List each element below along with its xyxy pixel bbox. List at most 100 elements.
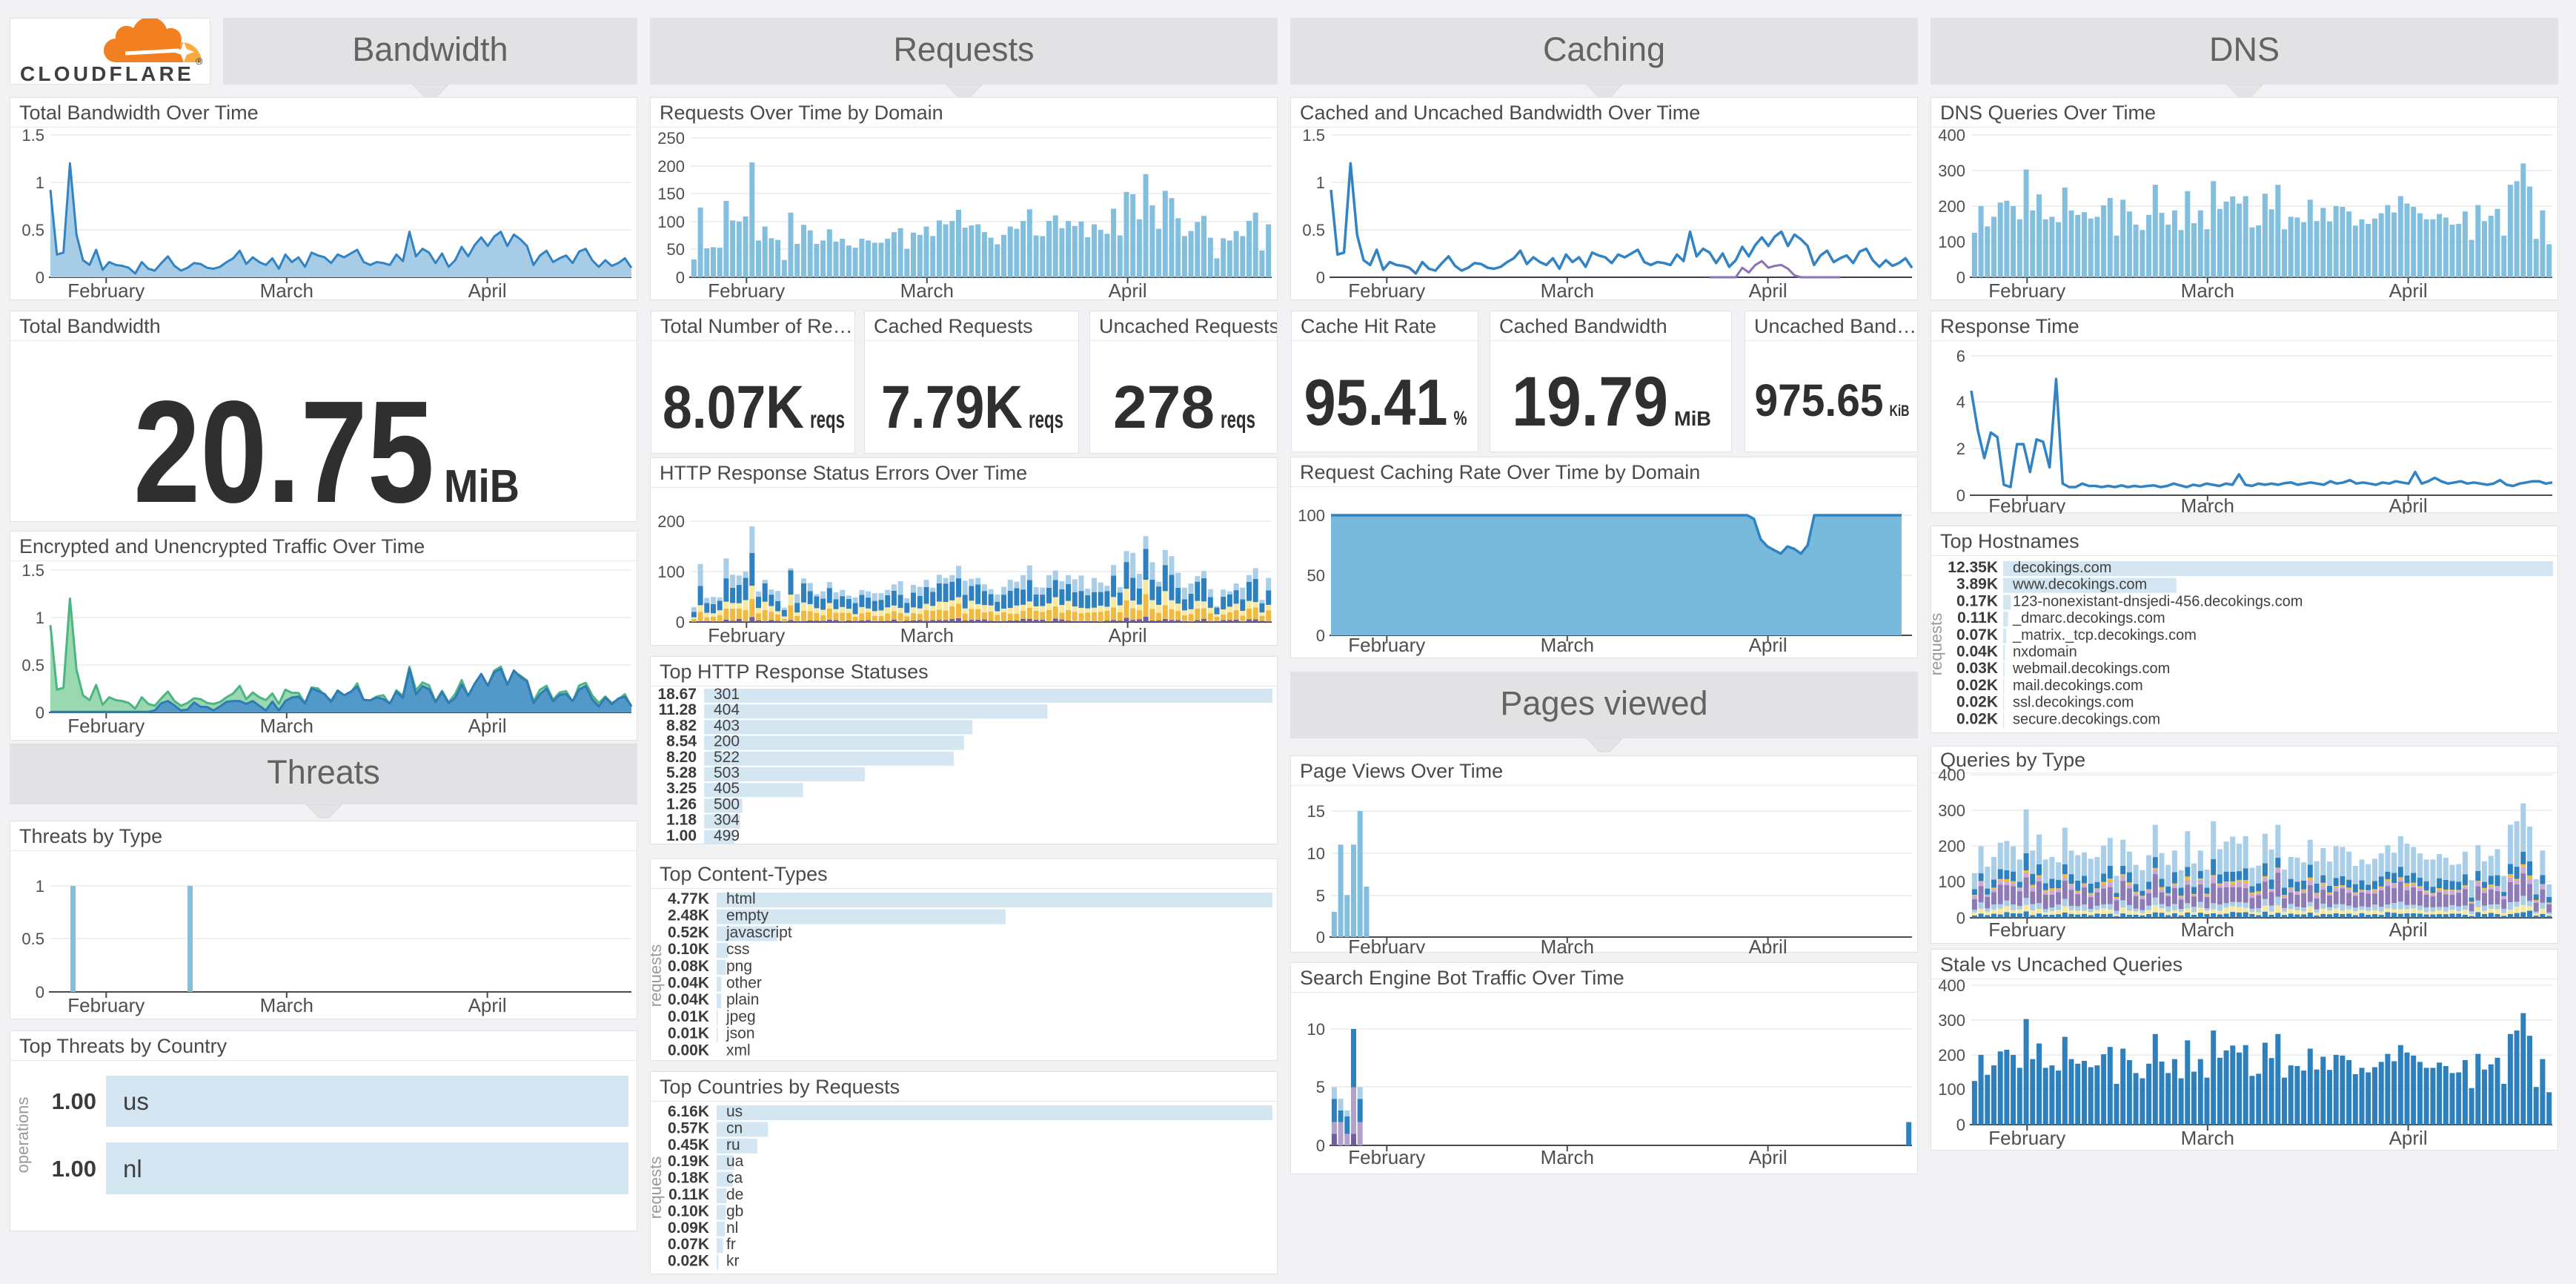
svg-text:200: 200: [657, 512, 685, 531]
svg-text:100: 100: [1938, 873, 1965, 891]
svg-text:123-nonexistant-dnsjedi-456.de: 123-nonexistant-dnsjedi-456.decokings.co…: [2013, 593, 2303, 609]
svg-text:March: March: [2181, 494, 2234, 514]
svg-text:19.79: 19.79: [1512, 363, 1668, 441]
svg-text:requests: requests: [651, 944, 665, 1007]
svg-text:February: February: [67, 715, 145, 737]
svg-text:0.09K: 0.09K: [668, 1220, 709, 1237]
svg-text:1.00: 1.00: [52, 1156, 96, 1182]
svg-text:400: 400: [1938, 766, 1965, 784]
svg-text:March: March: [260, 715, 313, 737]
svg-text:100: 100: [1298, 506, 1325, 525]
svg-text:5: 5: [1316, 1078, 1325, 1096]
svg-text:empty: empty: [726, 907, 769, 924]
svg-text:reqs: reqs: [1029, 406, 1063, 433]
svg-text:April: April: [2389, 494, 2428, 514]
svg-text:0.10K: 0.10K: [668, 941, 709, 958]
svg-text:20.75: 20.75: [133, 371, 434, 523]
svg-text:0.5: 0.5: [21, 930, 44, 948]
svg-text:100: 100: [1938, 233, 1965, 251]
svg-text:us: us: [726, 1103, 743, 1120]
svg-text:February: February: [1348, 936, 1425, 953]
svg-text:0: 0: [676, 268, 685, 287]
svg-text:8.82: 8.82: [666, 717, 697, 734]
svg-text:April: April: [1749, 634, 1787, 656]
svg-text:April: April: [1749, 279, 1787, 301]
svg-text:0: 0: [676, 613, 685, 632]
svg-text:1.5: 1.5: [1302, 128, 1325, 145]
svg-text:March: March: [900, 624, 954, 646]
svg-text:json: json: [726, 1025, 755, 1042]
svg-text:decokings.com: decokings.com: [2013, 560, 2111, 576]
svg-text:www.decokings.com: www.decokings.com: [2012, 577, 2147, 593]
svg-text:February: February: [1988, 494, 2065, 514]
svg-text:7.79K: 7.79K: [881, 374, 1023, 441]
svg-text:304: 304: [714, 812, 740, 829]
svg-text:0: 0: [36, 983, 44, 1002]
svg-text:100: 100: [657, 213, 685, 231]
svg-text:3.89K: 3.89K: [1956, 576, 1998, 593]
svg-text:operations: operations: [13, 1097, 32, 1174]
svg-text:404: 404: [714, 701, 740, 718]
svg-text:1: 1: [36, 877, 44, 896]
svg-text:100: 100: [1938, 1080, 1965, 1099]
svg-text:February: February: [67, 279, 145, 301]
svg-text:0: 0: [36, 704, 44, 722]
svg-text:0.00K: 0.00K: [668, 1042, 709, 1059]
svg-text:April: April: [2389, 279, 2428, 301]
svg-text:0.52K: 0.52K: [668, 924, 709, 941]
svg-text:1: 1: [36, 609, 44, 627]
svg-text:0.04K: 0.04K: [668, 991, 709, 1008]
svg-text:fr: fr: [726, 1236, 736, 1253]
svg-text:50: 50: [1307, 566, 1325, 585]
svg-text:us: us: [123, 1088, 149, 1115]
svg-text:0.5: 0.5: [21, 221, 44, 239]
svg-text:February: February: [1348, 279, 1425, 301]
svg-text:April: April: [1109, 624, 1147, 646]
svg-text:975.65: 975.65: [1755, 375, 1884, 426]
svg-text:100: 100: [657, 563, 685, 581]
svg-text:200: 200: [714, 733, 740, 750]
svg-text:300: 300: [1938, 1011, 1965, 1030]
svg-text:200: 200: [1938, 837, 1965, 856]
svg-text:0.04K: 0.04K: [1956, 643, 1998, 661]
svg-text:18.67: 18.67: [657, 686, 697, 703]
svg-text:2: 2: [1956, 440, 1965, 458]
svg-text:April: April: [1749, 1146, 1787, 1168]
svg-text:png: png: [726, 958, 752, 975]
svg-text:15: 15: [1307, 802, 1325, 821]
svg-text:0.07K: 0.07K: [1956, 626, 1998, 643]
svg-text:plain: plain: [726, 991, 759, 1008]
svg-text:200: 200: [1938, 1046, 1965, 1065]
svg-text:0: 0: [1956, 486, 1965, 505]
svg-text:8.20: 8.20: [666, 749, 697, 766]
svg-text:0.01K: 0.01K: [668, 1025, 709, 1042]
svg-text:0.10K: 0.10K: [668, 1202, 709, 1220]
svg-text:xml: xml: [726, 1042, 751, 1059]
svg-text:March: March: [1541, 634, 1594, 656]
svg-text:April: April: [1109, 279, 1147, 301]
svg-text:mail.decokings.com: mail.decokings.com: [2013, 678, 2143, 694]
svg-text:400: 400: [1938, 979, 1965, 995]
svg-text:ua: ua: [726, 1153, 744, 1170]
svg-text:3.25: 3.25: [666, 780, 697, 797]
svg-text:0: 0: [1956, 268, 1965, 287]
svg-text:March: March: [260, 994, 313, 1016]
svg-text:250: 250: [657, 129, 685, 148]
svg-text:webmail.decokings.com: webmail.decokings.com: [2012, 661, 2170, 677]
svg-text:0: 0: [36, 268, 44, 287]
svg-text:1.5: 1.5: [21, 561, 44, 580]
svg-text:April: April: [468, 279, 507, 301]
svg-text:522: 522: [714, 749, 740, 766]
svg-text:0.03K: 0.03K: [1956, 660, 1998, 677]
svg-text:February: February: [1988, 919, 2065, 941]
svg-text:0.45K: 0.45K: [668, 1136, 709, 1154]
svg-text:de: de: [726, 1186, 743, 1203]
svg-text:ca: ca: [726, 1170, 743, 1187]
svg-text:0.19K: 0.19K: [668, 1153, 709, 1170]
svg-text:6: 6: [1956, 347, 1965, 365]
svg-text:kr: kr: [726, 1253, 740, 1270]
svg-text:6.16K: 6.16K: [668, 1103, 709, 1120]
svg-text:8.07K: 8.07K: [663, 374, 804, 441]
svg-text:April: April: [2389, 919, 2428, 941]
svg-text:1.00: 1.00: [666, 827, 697, 844]
